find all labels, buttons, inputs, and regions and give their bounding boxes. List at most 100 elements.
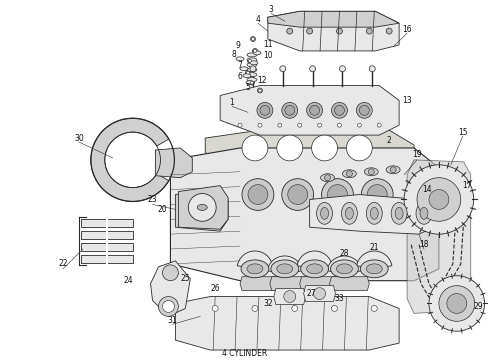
Polygon shape: [220, 86, 399, 135]
Text: 5: 5: [245, 83, 250, 92]
Circle shape: [356, 102, 372, 118]
Ellipse shape: [277, 264, 293, 274]
Circle shape: [247, 58, 252, 63]
Wedge shape: [357, 251, 392, 269]
Circle shape: [246, 71, 249, 74]
Circle shape: [260, 105, 270, 115]
Text: 10: 10: [263, 51, 272, 60]
Circle shape: [377, 123, 381, 127]
Circle shape: [337, 28, 343, 34]
Ellipse shape: [247, 58, 257, 62]
Ellipse shape: [343, 170, 356, 178]
Circle shape: [404, 165, 474, 234]
Polygon shape: [175, 188, 228, 231]
Circle shape: [285, 105, 294, 115]
Circle shape: [258, 89, 261, 92]
Circle shape: [447, 294, 467, 314]
Wedge shape: [267, 256, 302, 274]
Circle shape: [369, 66, 375, 72]
Bar: [81, 219, 133, 227]
Ellipse shape: [240, 67, 248, 71]
Text: 20: 20: [158, 205, 167, 214]
Ellipse shape: [247, 53, 257, 57]
Circle shape: [277, 135, 303, 161]
Circle shape: [242, 135, 268, 161]
Ellipse shape: [320, 174, 335, 182]
Circle shape: [318, 123, 321, 127]
Ellipse shape: [197, 204, 207, 210]
Ellipse shape: [241, 260, 269, 278]
Ellipse shape: [301, 260, 328, 278]
Ellipse shape: [416, 202, 432, 224]
Circle shape: [298, 123, 302, 127]
Text: 11: 11: [263, 40, 272, 49]
Circle shape: [212, 306, 218, 311]
Circle shape: [248, 185, 268, 204]
Circle shape: [340, 66, 345, 72]
Circle shape: [163, 265, 178, 281]
Text: 7: 7: [238, 61, 243, 70]
Text: 15: 15: [458, 128, 467, 137]
Text: 25: 25: [180, 274, 190, 283]
Circle shape: [257, 102, 273, 118]
Polygon shape: [270, 277, 310, 291]
Circle shape: [332, 102, 347, 118]
Text: 2: 2: [387, 136, 392, 145]
Circle shape: [250, 37, 255, 41]
Text: 23: 23: [147, 195, 157, 204]
Circle shape: [252, 306, 258, 311]
Bar: [81, 243, 133, 251]
Polygon shape: [268, 11, 399, 27]
Circle shape: [253, 49, 256, 53]
Circle shape: [361, 179, 393, 210]
Polygon shape: [329, 277, 369, 291]
Wedge shape: [297, 251, 332, 269]
Text: 6: 6: [238, 72, 243, 81]
Polygon shape: [300, 277, 340, 291]
Ellipse shape: [391, 202, 407, 224]
Ellipse shape: [247, 68, 257, 72]
Circle shape: [327, 185, 347, 204]
Text: 8: 8: [232, 50, 237, 59]
Circle shape: [250, 81, 253, 84]
Circle shape: [278, 123, 282, 127]
Polygon shape: [304, 285, 336, 302]
Text: 22: 22: [58, 259, 68, 268]
Text: 29: 29: [474, 302, 484, 311]
Circle shape: [250, 66, 256, 72]
Text: 26: 26: [210, 284, 220, 293]
Circle shape: [368, 185, 387, 204]
Circle shape: [188, 198, 212, 221]
Polygon shape: [310, 194, 434, 234]
Text: 33: 33: [335, 294, 344, 303]
Circle shape: [429, 190, 449, 210]
Text: 17: 17: [462, 181, 471, 190]
Circle shape: [238, 123, 242, 127]
Circle shape: [357, 123, 361, 127]
Text: 27: 27: [307, 289, 317, 298]
Wedge shape: [327, 256, 362, 274]
Circle shape: [335, 105, 344, 115]
Text: 21: 21: [369, 243, 379, 252]
Ellipse shape: [243, 74, 251, 78]
Circle shape: [310, 66, 316, 72]
Bar: [81, 231, 133, 239]
Ellipse shape: [253, 51, 261, 55]
Circle shape: [248, 59, 251, 62]
Circle shape: [245, 70, 250, 75]
Ellipse shape: [395, 207, 403, 219]
Circle shape: [195, 203, 206, 215]
Ellipse shape: [420, 207, 428, 219]
Ellipse shape: [271, 260, 299, 278]
Circle shape: [287, 28, 293, 34]
Wedge shape: [91, 118, 169, 202]
Text: 28: 28: [340, 249, 349, 258]
Ellipse shape: [250, 61, 258, 65]
Polygon shape: [150, 261, 190, 316]
Ellipse shape: [320, 207, 328, 219]
Text: 32: 32: [263, 299, 272, 308]
Polygon shape: [274, 289, 306, 305]
Circle shape: [346, 171, 352, 177]
Polygon shape: [175, 297, 399, 350]
Ellipse shape: [367, 202, 382, 224]
